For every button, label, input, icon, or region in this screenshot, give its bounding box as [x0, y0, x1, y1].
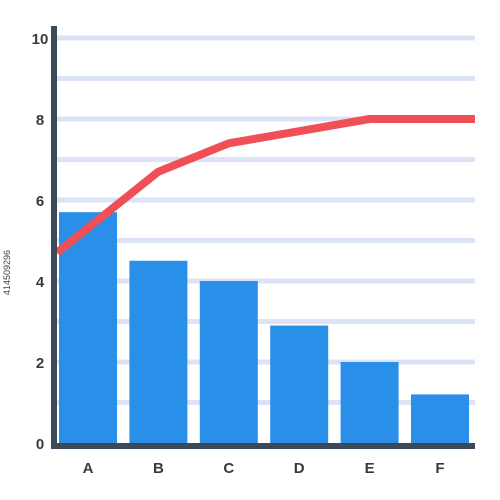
x-tick-label: A — [83, 460, 94, 477]
x-tick-label: B — [153, 460, 164, 477]
bar-a — [59, 212, 117, 443]
bar-d — [270, 325, 329, 443]
y-tick-label: 2 — [36, 355, 44, 372]
y-tick-label: 6 — [36, 193, 44, 210]
y-tick-label: 10 — [32, 31, 49, 48]
bar-c — [199, 281, 258, 443]
bar-e — [340, 362, 399, 443]
bar-f — [411, 394, 469, 443]
x-tick-label: F — [435, 460, 444, 477]
cumulative-line — [54, 115, 475, 256]
x-tick-label: C — [223, 460, 234, 477]
bars — [59, 212, 469, 443]
x-tick-labels: A B C D E F — [83, 460, 445, 477]
y-tick-label: 0 — [36, 436, 44, 453]
y-tick-label: 4 — [36, 274, 45, 291]
bar-b — [129, 260, 188, 443]
y-tick-label: 8 — [36, 112, 44, 129]
x-tick-label: E — [365, 460, 375, 477]
y-tick-labels: 0 2 4 6 8 10 — [32, 31, 49, 453]
grid-lines — [57, 35, 475, 405]
image-id-text: 414509296 — [2, 250, 12, 296]
axes — [51, 26, 475, 449]
cumulative-line-layer — [54, 115, 475, 256]
x-tick-label: D — [294, 460, 305, 477]
